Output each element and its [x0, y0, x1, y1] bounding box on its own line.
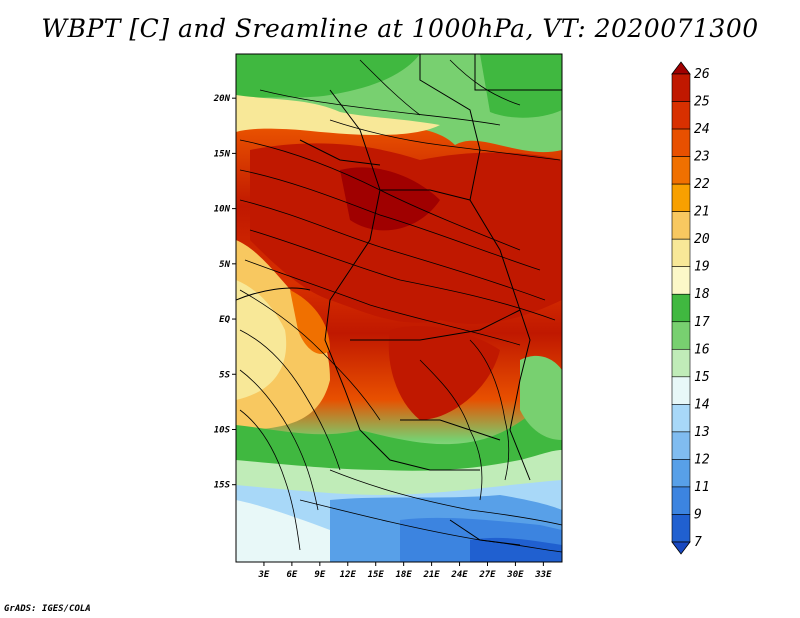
lon-tick-label: 15E	[368, 570, 385, 580]
lon-tick-label: 24E	[450, 570, 468, 580]
colorbar-label: 16	[694, 342, 710, 357]
colorbar-swatch	[671, 376, 691, 405]
colorbar-swatch	[671, 156, 691, 185]
colorbar-extend-bottom	[671, 541, 691, 555]
colorbar-label: 22	[694, 177, 710, 192]
lon-tick-label: 9E	[314, 570, 325, 580]
colorbar-label: 15	[694, 370, 710, 385]
lon-tick-label: 27E	[478, 570, 496, 580]
colorbar-label: 9	[694, 507, 702, 522]
lat-tick-label: 10N	[214, 205, 231, 215]
latitude-axis: 20N 15N 10N 5N EQ 5S 10S 15S	[213, 94, 236, 491]
colorbar-swatch	[671, 404, 691, 433]
colorbar-swatch	[671, 183, 691, 212]
lon-tick-label: 30E	[506, 570, 524, 580]
colorbar-swatch	[671, 293, 691, 323]
map-frame	[235, 53, 563, 563]
colorbar-swatch	[671, 486, 691, 515]
colorbar-swatch	[671, 128, 691, 157]
colorbar-swatch	[671, 266, 691, 295]
colorbar-label: 12	[694, 452, 710, 467]
colorbar-label: 17	[694, 315, 710, 330]
colorbar-label: 18	[694, 287, 710, 302]
colorbar-swatch	[671, 459, 691, 488]
lon-tick-label: 6E	[286, 570, 297, 580]
lon-tick-label: 21E	[422, 570, 440, 580]
colorbar-swatch	[671, 431, 691, 460]
map-panel	[236, 54, 562, 562]
colorbar-swatch	[671, 73, 691, 102]
lat-tick-label: EQ	[219, 315, 230, 325]
colorbar-label: 25	[694, 95, 710, 110]
lat-tick-label: 15N	[214, 149, 231, 159]
colorbar: 26 25 24 23 22 21 20 19 18 17 16 15 14 13 12 11 9 7	[671, 61, 710, 555]
colorbar-label: 14	[694, 397, 710, 412]
colorbar-label: 19	[694, 260, 710, 275]
colorbar-swatch	[671, 514, 691, 543]
lat-tick-label: 5S	[219, 370, 230, 380]
lon-tick-label: 12E	[340, 570, 357, 580]
lon-tick-label: 18E	[396, 570, 413, 580]
colorbar-swatch	[671, 238, 691, 268]
longitude-axis: 3E 6E 9E 12E 15E 18E 21E 24E 27E 30E 33E	[258, 562, 552, 580]
colorbar-label: 13	[694, 425, 710, 440]
colorbar-label: 20	[694, 232, 710, 247]
grads-credit: GrADS: IGES/COLA	[4, 604, 91, 614]
colorbar-swatch	[671, 101, 691, 130]
colorbar-label: 11	[694, 480, 710, 495]
lon-tick-label: 3E	[258, 570, 270, 580]
lat-tick-label: 10S	[214, 425, 231, 435]
colorbar-label: 23	[694, 150, 710, 165]
colorbar-swatch	[671, 348, 691, 378]
colorbar-swatch	[671, 211, 691, 240]
colorbar-swatch	[671, 321, 691, 350]
lat-tick-label: 5N	[219, 260, 230, 270]
lat-tick-label: 20N	[213, 94, 231, 104]
colorbar-label: 7	[694, 535, 702, 550]
lat-tick-label: 15S	[214, 481, 231, 491]
colorbar-label: 24	[694, 122, 710, 137]
colorbar-label: 21	[694, 205, 710, 220]
colorbar-extend-top	[671, 61, 691, 75]
colorbar-label: 26	[694, 67, 710, 82]
lon-tick-label: 33E	[534, 570, 552, 580]
map-title: WBPT [C] and Sreamline at 1000hPa, VT: 2…	[41, 14, 759, 43]
